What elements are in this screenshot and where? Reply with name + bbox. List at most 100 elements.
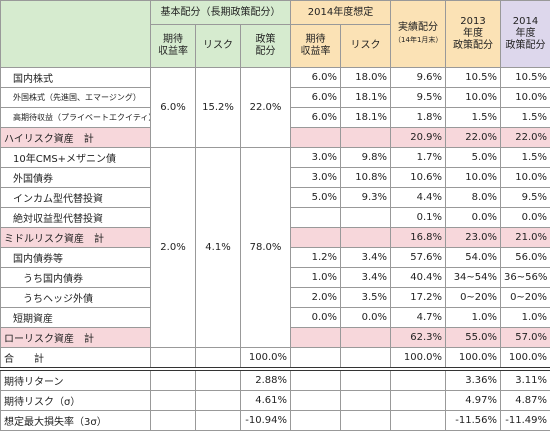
policy-metric: 2.88% bbox=[239, 368, 292, 391]
asset-row: 10年CMS+メザニン債 2.0% 4.1% 78.0% 3.0% 9.8% 1.7% 5.0… bbox=[0, 147, 550, 348]
header-col: 政策 配分 bbox=[239, 24, 292, 68]
row-label: インカム型代替投資 bbox=[0, 187, 151, 208]
blank bbox=[340, 410, 392, 431]
assumed-return: 1.0% bbox=[290, 267, 342, 288]
metric-row: 想定最大損失率（3σ） -10.94% -11.56% -11.49% bbox=[0, 410, 550, 431]
fy2014-metric: 4.87% bbox=[500, 390, 550, 411]
assumed-risk bbox=[340, 227, 392, 248]
assumed-return bbox=[290, 127, 342, 148]
actual-weight: 9.5% bbox=[390, 87, 447, 108]
fy2013-weight: 8.0% bbox=[445, 187, 502, 208]
actual-weight: 57.6% bbox=[390, 247, 447, 268]
fy2014-weight: 10.0% bbox=[500, 87, 550, 108]
header-col: 期待 収益率 bbox=[290, 24, 342, 68]
blank bbox=[150, 390, 196, 411]
assumed-return: 5.0% bbox=[290, 187, 342, 208]
fy2014-weight: 9.5% bbox=[500, 187, 550, 208]
fy2013-weight: 55.0% bbox=[445, 327, 502, 348]
fy2013-weight: 54.0% bbox=[445, 247, 502, 268]
blank bbox=[340, 390, 392, 411]
assumed-return bbox=[290, 207, 342, 228]
basic-expected-return: 2.0% bbox=[150, 147, 196, 348]
fy2013-weight: 0~20% bbox=[445, 287, 502, 308]
blank bbox=[390, 410, 447, 431]
fy2013-metric: 3.36% bbox=[445, 368, 502, 391]
assumed-return bbox=[290, 327, 342, 348]
fy2013-weight: 0.0% bbox=[445, 207, 502, 228]
row-label: 短期資産 bbox=[0, 307, 151, 328]
fy2013-weight: 5.0% bbox=[445, 147, 502, 168]
row-label: 期待リターン bbox=[0, 368, 151, 391]
header-col: リスク bbox=[340, 24, 392, 68]
fy2014-weight: 0~20% bbox=[500, 287, 550, 308]
row-label: うち国内債券 bbox=[0, 267, 151, 288]
actual-weight: 0.1% bbox=[390, 207, 447, 228]
basic-policy-weight: 22.0% bbox=[239, 67, 292, 148]
fy2014-weight: 1.5% bbox=[500, 147, 550, 168]
fy2014-weight: 1.0% bbox=[500, 307, 550, 328]
blank bbox=[150, 368, 196, 391]
assumed-return: 6.0% bbox=[290, 107, 342, 128]
row-label: 合 計 bbox=[0, 347, 151, 371]
blank bbox=[195, 347, 241, 371]
policy-weight: 100.0% bbox=[239, 347, 292, 371]
total-row: 合 計 100.0% 100.0% 100.0% 100.0% bbox=[0, 347, 550, 371]
assumed-return: 3.0% bbox=[290, 147, 342, 168]
blank bbox=[150, 347, 196, 371]
row-label: ハイリスク資産 計 bbox=[0, 127, 151, 148]
fy2013-weight: 10.0% bbox=[445, 87, 502, 108]
asset-row: 国内債券等 1.2% 3.4% 57.6% 54.0% 56.0% bbox=[0, 247, 550, 268]
fy2013-weight: 23.0% bbox=[445, 227, 502, 248]
basic-expected-return: 6.0% bbox=[150, 67, 196, 148]
blank bbox=[195, 410, 241, 431]
fy2014-weight: 10.5% bbox=[500, 67, 550, 88]
fy2013-weight: 22.0% bbox=[445, 127, 502, 148]
blank bbox=[290, 368, 342, 391]
blank bbox=[150, 410, 196, 431]
fy2013-weight: 34~54% bbox=[445, 267, 502, 288]
header-basic: 基本配分（長期政策配分） bbox=[149, 0, 292, 25]
assumed-return: 1.2% bbox=[290, 247, 342, 268]
fy2014-weight: 0.0% bbox=[500, 207, 550, 228]
assumed-return: 0.0% bbox=[290, 307, 342, 328]
policy-metric: -10.94% bbox=[239, 410, 292, 431]
assumed-risk: 18.1% bbox=[340, 107, 392, 128]
header-actual-title: 実績配分 bbox=[398, 22, 439, 33]
fy2013-metric: -11.56% bbox=[445, 410, 502, 431]
actual-weight: 16.8% bbox=[390, 227, 447, 248]
row-label: 外国債券 bbox=[0, 167, 151, 188]
assumed-risk: 9.8% bbox=[340, 147, 392, 168]
row-label: 絶対収益型代替投資 bbox=[0, 207, 151, 228]
blank bbox=[340, 368, 392, 391]
header-actual-note: （14年1月末） bbox=[394, 36, 443, 44]
blank bbox=[390, 368, 447, 391]
basic-risk: 4.1% bbox=[195, 147, 241, 348]
asset-row: 高期待収益（プライベートエクイティ） 6.0% 18.1% 1.8% 1.5% 1.5% bbox=[0, 107, 550, 128]
assumed-risk bbox=[340, 207, 392, 228]
assumed-risk bbox=[340, 327, 392, 348]
row-label: 外国株式（先進国、エマージング） bbox=[0, 87, 151, 108]
blank bbox=[390, 390, 447, 411]
actual-weight: 10.6% bbox=[390, 167, 447, 188]
actual-weight: 9.6% bbox=[390, 67, 447, 88]
fy2014-metric: -11.49% bbox=[500, 410, 550, 431]
assumed-risk bbox=[340, 127, 392, 148]
assumed-return bbox=[290, 227, 342, 248]
row-label: 国内債券等 bbox=[0, 247, 151, 268]
fy2014-weight: 21.0% bbox=[500, 227, 550, 248]
actual-weight: 100.0% bbox=[390, 347, 447, 371]
policy-metric: 4.61% bbox=[239, 390, 292, 411]
blank bbox=[290, 410, 342, 431]
fy2014-weight: 36~56% bbox=[500, 267, 550, 288]
fy2014-weight: 1.5% bbox=[500, 107, 550, 128]
fy2013-weight: 10.5% bbox=[445, 67, 502, 88]
fy2013-weight: 1.0% bbox=[445, 307, 502, 328]
table-body: 国内株式 6.0% 15.2% 22.0% 6.0% 18.0% 9.6% 10.5% 10.5… bbox=[0, 67, 550, 431]
row-label: 期待リスク（σ） bbox=[0, 390, 151, 411]
asset-row: うちヘッジ外債 2.0% 3.5% 17.2% 0~20% 0~20% bbox=[0, 287, 550, 308]
actual-weight: 20.9% bbox=[390, 127, 447, 148]
actual-weight: 4.7% bbox=[390, 307, 447, 328]
assumed-return: 6.0% bbox=[290, 67, 342, 88]
fy2013-weight: 100.0% bbox=[445, 347, 502, 371]
